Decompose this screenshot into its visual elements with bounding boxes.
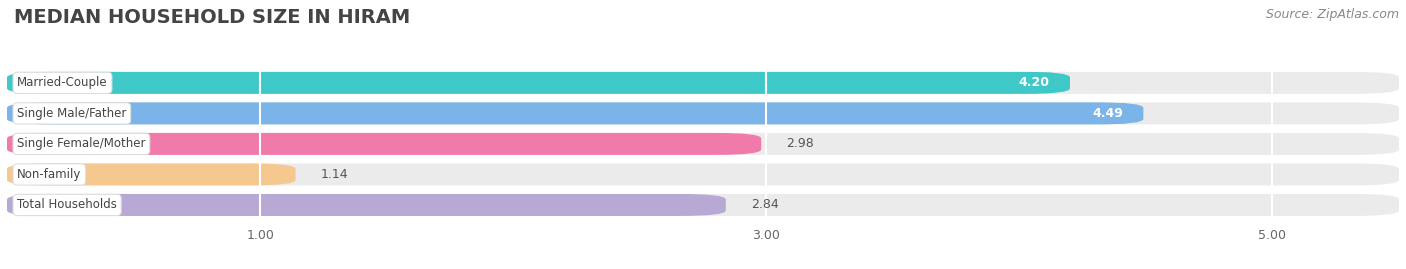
FancyBboxPatch shape <box>7 164 295 185</box>
Text: Source: ZipAtlas.com: Source: ZipAtlas.com <box>1265 8 1399 21</box>
Text: 4.49: 4.49 <box>1092 107 1123 120</box>
Text: 4.20: 4.20 <box>1019 76 1050 89</box>
Text: Total Households: Total Households <box>17 199 117 211</box>
Text: Single Female/Mother: Single Female/Mother <box>17 137 146 150</box>
FancyBboxPatch shape <box>7 133 761 155</box>
Text: Single Male/Father: Single Male/Father <box>17 107 127 120</box>
FancyBboxPatch shape <box>7 194 1399 216</box>
Text: MEDIAN HOUSEHOLD SIZE IN HIRAM: MEDIAN HOUSEHOLD SIZE IN HIRAM <box>14 8 411 27</box>
Text: 1.14: 1.14 <box>321 168 349 181</box>
FancyBboxPatch shape <box>7 102 1143 124</box>
Text: 2.84: 2.84 <box>751 199 779 211</box>
Text: 2.98: 2.98 <box>786 137 814 150</box>
FancyBboxPatch shape <box>7 72 1399 94</box>
FancyBboxPatch shape <box>7 133 1399 155</box>
Text: Married-Couple: Married-Couple <box>17 76 108 89</box>
Text: Non-family: Non-family <box>17 168 82 181</box>
FancyBboxPatch shape <box>7 102 1399 124</box>
FancyBboxPatch shape <box>7 194 725 216</box>
FancyBboxPatch shape <box>7 72 1070 94</box>
FancyBboxPatch shape <box>7 164 1399 185</box>
